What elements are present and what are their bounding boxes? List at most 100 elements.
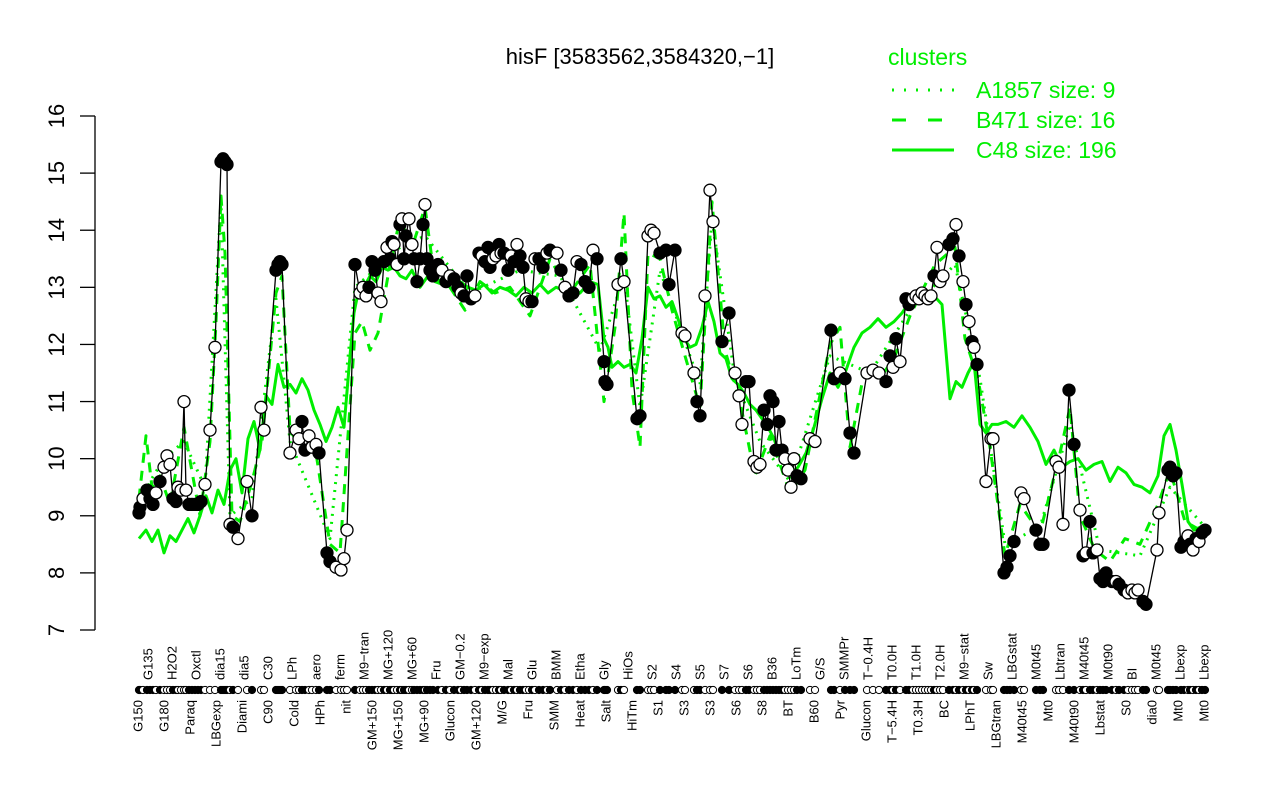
data-point [582, 280, 596, 294]
x-tick-label: Gly [596, 660, 611, 680]
data-point [703, 183, 717, 197]
x-tick-label: G/S [812, 657, 827, 680]
x-tick-label: S3 [702, 700, 717, 716]
x-tick-label: HPh [312, 700, 327, 725]
y-tick-label: 14 [44, 218, 69, 242]
data-point [1198, 523, 1212, 537]
data-point [889, 332, 903, 346]
data-points [132, 152, 1212, 611]
y-tick-label: 13 [44, 275, 69, 299]
x-tick-label: C90 [260, 700, 275, 724]
x-tick-label: Mt0 [1196, 700, 1211, 722]
data-point [513, 249, 527, 263]
data-point [787, 452, 801, 466]
y-axis: 7 8 9 10 11 12 13 14 15 16 [44, 104, 96, 636]
x-tick-label: S2 [644, 664, 659, 680]
data-point [1139, 597, 1153, 611]
x-marker [1038, 685, 1048, 695]
data-point [946, 232, 960, 246]
data-point [698, 289, 712, 303]
data-point [1062, 383, 1076, 397]
data-point [295, 414, 309, 429]
data-point [760, 417, 774, 432]
data-point [169, 494, 183, 509]
x-tick-label: M40t90 [1066, 700, 1081, 743]
data-point [163, 457, 177, 472]
data-point [732, 389, 746, 403]
data-point [468, 289, 482, 303]
data-point [149, 486, 163, 500]
data-point [1056, 517, 1070, 531]
data-point [179, 483, 193, 497]
data-point [956, 274, 970, 289]
data-point [936, 269, 950, 283]
x-marker [717, 685, 727, 695]
data-point [418, 197, 432, 212]
x-marker [545, 685, 555, 695]
x-tick-label: LPh [284, 657, 299, 680]
x-marker [342, 685, 352, 695]
data-point [203, 423, 217, 437]
data-point [742, 374, 756, 389]
x-marker [592, 685, 602, 695]
x-tick-label: T−0.4H [860, 637, 875, 680]
data-point [340, 523, 354, 537]
x-tick-label: SMM [546, 700, 561, 730]
x-tick-label: M0t45 [1148, 644, 1163, 680]
x-tick-label: Etha [572, 652, 587, 680]
x-tick-label: Pyr [832, 699, 847, 719]
legend: clusters A1857 size: 9 B471 size: 16 C48… [888, 44, 1117, 165]
x-marker [988, 685, 998, 695]
x-tick-label: GM+150 [364, 700, 379, 750]
y-tick-label: 8 [44, 567, 69, 579]
data-point [766, 394, 780, 409]
y-tick-label: 15 [44, 161, 69, 185]
x-tick-label: GM−0.2 [452, 633, 467, 680]
data-point [962, 314, 976, 329]
data-point [1150, 543, 1164, 557]
x-tick-label: G135 [140, 648, 155, 680]
x-tick-label: HiTm [624, 700, 639, 731]
x-marker [619, 685, 629, 695]
x-tick-label: Cold [286, 700, 301, 727]
x-tick-label: BT [780, 700, 795, 717]
x-tick-label: BI [1124, 668, 1139, 680]
data-point [753, 457, 767, 472]
data-point [784, 480, 798, 494]
x-tick-label: dia5 [236, 655, 251, 680]
x-tick-label: H2O2 [164, 646, 179, 680]
x-tick-label: Paraq [182, 700, 197, 735]
x-tick-label: Glu [524, 660, 539, 680]
data-point [194, 494, 208, 509]
legend-label: B471 size: 16 [976, 106, 1116, 133]
data-point [208, 340, 222, 354]
data-point [1073, 503, 1087, 517]
legend-entry-c48: C48 size: 196 [888, 135, 1117, 165]
solid-line-icon [892, 148, 954, 152]
data-point [231, 531, 245, 546]
x-marker [314, 685, 324, 695]
x-tick-label: Diami [234, 700, 249, 733]
x-marker [602, 685, 612, 695]
x-tick-label: S6 [728, 700, 743, 716]
data-point [872, 366, 886, 380]
x-tick-label: S4 [668, 664, 683, 680]
data-point [146, 497, 160, 512]
data-point [693, 409, 707, 423]
data-point [600, 377, 614, 392]
data-point [1083, 514, 1097, 529]
data-point [374, 294, 388, 309]
x-marker [680, 685, 690, 695]
x-tick-label: Lbexp [1172, 645, 1187, 680]
x-tick-label: Mt0 [1170, 700, 1185, 722]
x-marker [1141, 685, 1151, 695]
data-point [949, 217, 963, 232]
data-point [257, 423, 271, 437]
x-tick-label: Heat [572, 700, 587, 728]
x-tick-label: Oxctl [188, 650, 203, 680]
data-point [633, 409, 647, 423]
x-tick-label: G150 [130, 700, 145, 732]
x-tick-label: T0.0H [884, 645, 899, 680]
data-point [728, 366, 742, 380]
